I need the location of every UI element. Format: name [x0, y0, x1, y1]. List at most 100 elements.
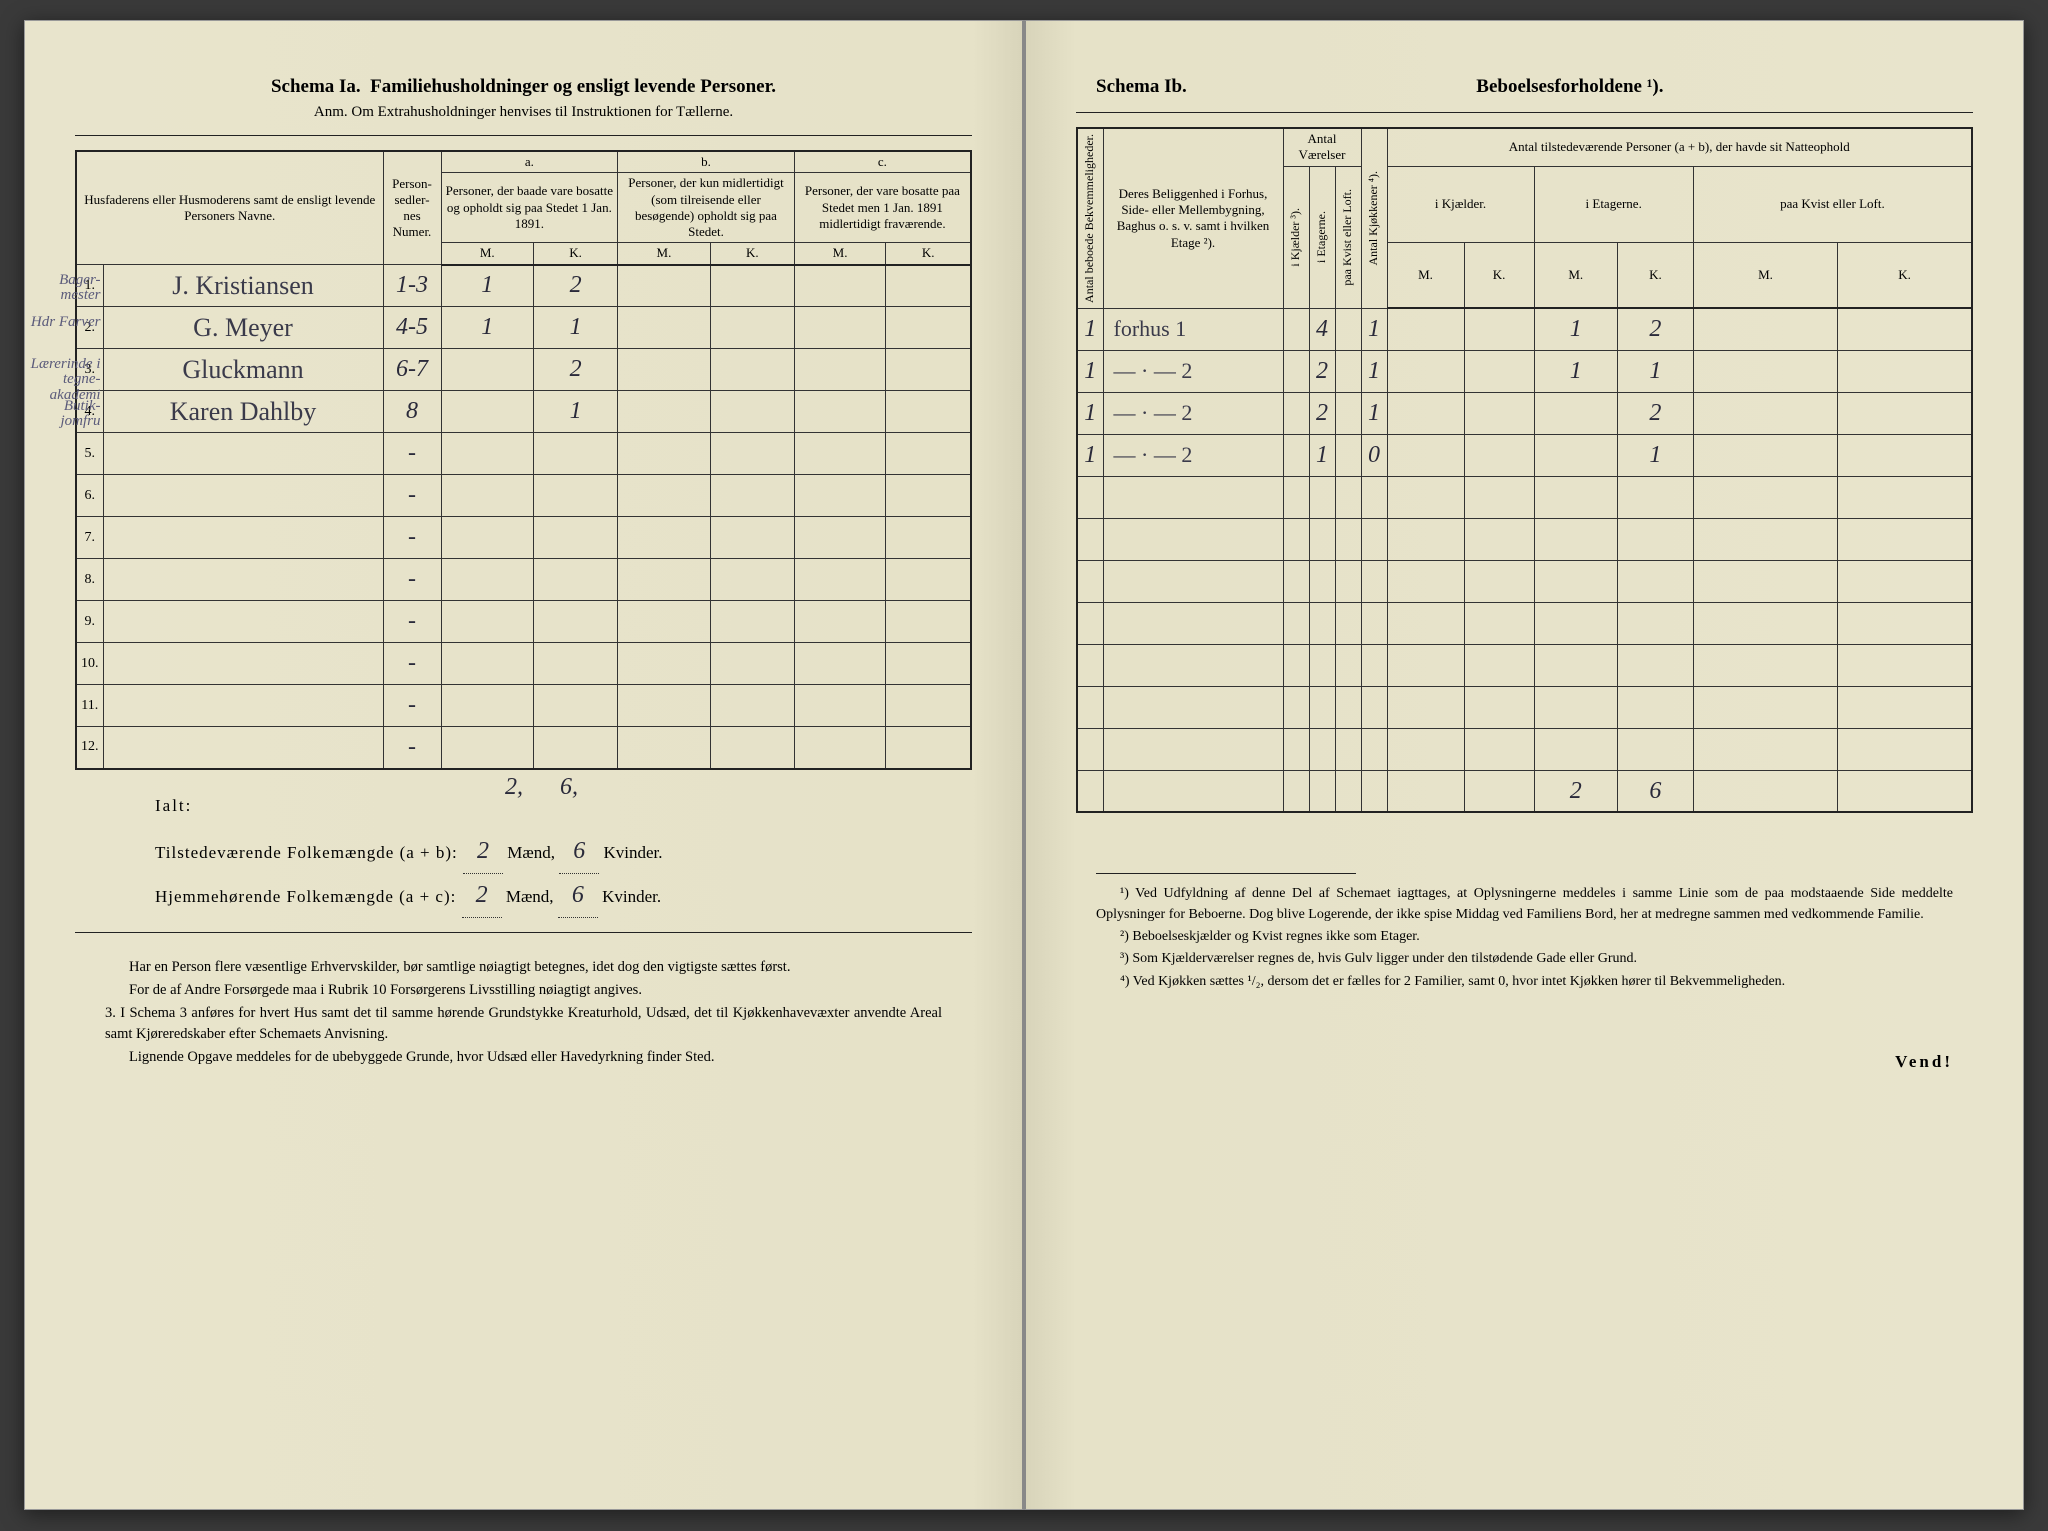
th-names: Husfaderens eller Husmoderens samt de en… [76, 151, 383, 265]
table-row [1077, 560, 1972, 602]
b-k [710, 727, 794, 769]
table-row [1077, 686, 1972, 728]
th-b-k: K. [710, 243, 794, 265]
name-cell: Hdr FarverG. Meyer [103, 307, 383, 349]
cell-etM: 1 [1534, 308, 1617, 350]
th-v-kvist-t: paa Kvist eller Loft. [1340, 186, 1355, 289]
cell-belig [1103, 476, 1283, 518]
table-row: 5.- [76, 433, 971, 475]
b-k [710, 433, 794, 475]
c-m [794, 643, 886, 685]
th-a-m: M. [441, 243, 534, 265]
left-page: Schema Ia. Familiehusholdninger og ensli… [24, 20, 1024, 1510]
cell-et: 2 [1309, 350, 1335, 392]
cell-kj [1283, 476, 1309, 518]
th-belig: Deres Beliggenhed i Forhus, Side- eller … [1103, 128, 1283, 308]
margin-note: Bager-mester [26, 273, 101, 305]
cell-etK: 2 [1617, 392, 1693, 434]
cell-etK [1617, 518, 1693, 560]
cell-kjK [1464, 518, 1534, 560]
cell-belig: — · — 2 [1103, 392, 1283, 434]
a-m [441, 391, 534, 433]
c-m [794, 559, 886, 601]
cell-kjK [1464, 644, 1534, 686]
cell-kk [1361, 728, 1387, 770]
c-k [886, 517, 971, 559]
name-cell [103, 433, 383, 475]
cell-et [1309, 518, 1335, 560]
a-m [441, 475, 534, 517]
th-personsedler: Person-sedler-nes Numer. [383, 151, 441, 265]
row-number: 12. [76, 727, 103, 769]
b-k [710, 307, 794, 349]
th-b-m: M. [618, 243, 711, 265]
cell-kvM [1693, 770, 1837, 812]
table-1a: Husfaderens eller Husmoderens samt de en… [75, 150, 972, 770]
b-m [618, 265, 711, 307]
cell-et [1309, 728, 1335, 770]
row-number: 9. [76, 601, 103, 643]
cell-bek [1077, 644, 1103, 686]
cell-kk [1361, 770, 1387, 812]
th-tilstede: Antal tilstedeværende Personer (a + b), … [1387, 128, 1972, 166]
cell-etM: 1 [1534, 350, 1617, 392]
schema-1b-title: Beboelsesforholdene ¹). [1476, 76, 1663, 98]
cell-belig [1103, 518, 1283, 560]
th-c-label: c. [794, 151, 971, 173]
b-m [618, 601, 711, 643]
cell-etM [1534, 728, 1617, 770]
ps-cell: - [383, 475, 441, 517]
cell-kvK [1838, 434, 1972, 476]
b-m [618, 727, 711, 769]
th-p-kvist: paa Kvist eller Loft. [1693, 166, 1972, 243]
fn4: ⁴) Ved Kjøkken sættes ¹/₂, dersom det er… [1096, 972, 1953, 992]
cell-kk [1361, 476, 1387, 518]
cell-kvM [1693, 392, 1837, 434]
table-row [1077, 476, 1972, 518]
cell-et: 1 [1309, 434, 1335, 476]
ps-cell: - [383, 727, 441, 769]
cell-kv [1335, 686, 1361, 728]
cell-bek [1077, 476, 1103, 518]
maend2: Mænd, [506, 887, 554, 906]
a-m [441, 349, 534, 391]
para1: Har en Person flere væsentlige Erhvervsk… [105, 957, 942, 978]
cell-etM [1534, 434, 1617, 476]
th-kjokkener-text: Antal Kjøkkener ⁴). [1366, 168, 1381, 269]
cell-kk: 1 [1361, 308, 1387, 350]
ps-cell: - [383, 433, 441, 475]
c-m [794, 475, 886, 517]
margin-note: Lærerinde i tegne- akademi [26, 357, 101, 404]
para3-body: anføres for hvert Hus samt det til samme… [105, 1005, 942, 1042]
person-name: J. Kristiansen [172, 271, 314, 300]
th-v-kjaelder-t: i Kjælder ³). [1288, 205, 1303, 270]
cell-kjK [1464, 728, 1534, 770]
cell-etK [1617, 728, 1693, 770]
cell-kvK [1838, 686, 1972, 728]
table-row [1077, 644, 1972, 686]
cell-kjK [1464, 350, 1534, 392]
cell-et: 2 [1309, 392, 1335, 434]
fn2: ²) Beboelseskjælder og Kvist regnes ikke… [1096, 927, 1953, 947]
cell-kk: 0 [1361, 434, 1387, 476]
b-k [710, 517, 794, 559]
footnotes: ¹) Ved Udfyldning af denne Del af Schema… [1076, 873, 1973, 991]
cell-kjK [1464, 770, 1534, 812]
a-k [534, 517, 618, 559]
table-row: 12. - [76, 727, 971, 769]
th-kj-m: M. [1387, 243, 1464, 309]
a-m: 1 [441, 307, 534, 349]
th-v-kjaelder: i Kjælder ³). [1283, 166, 1309, 308]
cell-kjM [1387, 476, 1464, 518]
a-m [441, 601, 534, 643]
a-m: 1 [441, 265, 534, 307]
cell-et [1309, 770, 1335, 812]
cell-kv [1335, 560, 1361, 602]
cell-kjM [1387, 770, 1464, 812]
cell-kvM [1693, 350, 1837, 392]
cell-belig [1103, 602, 1283, 644]
name-cell: Butik-jomfruKaren Dahlby [103, 391, 383, 433]
vend: Vend! [1076, 1052, 1973, 1072]
row-number: 7. [76, 517, 103, 559]
th-v-etagerne: i Etagerne. [1309, 166, 1335, 308]
